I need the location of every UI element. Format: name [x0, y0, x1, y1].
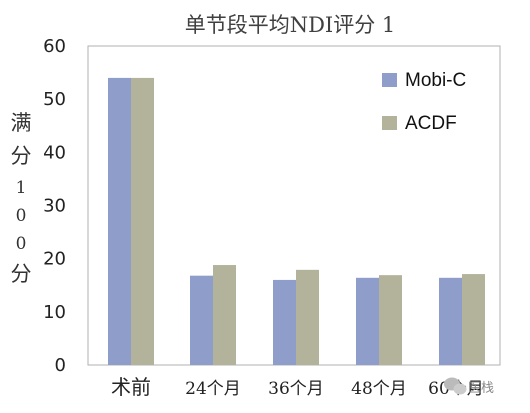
bar-mobi-c-3	[356, 277, 379, 365]
legend-swatch	[382, 73, 397, 87]
bar-mobi-c-2	[273, 279, 296, 365]
wechat-icon	[444, 377, 467, 395]
bar-mobi-c-0	[108, 77, 131, 366]
legend-label: ACDF	[405, 113, 457, 134]
bar-acdf-3	[379, 275, 402, 365]
chart-title: 单节段平均NDI评分 1	[185, 13, 396, 37]
y-axis-label-char: 0	[16, 234, 27, 254]
y-tick-label: 20	[43, 249, 66, 270]
bar-acdf-4	[462, 274, 485, 365]
bar-acdf-0	[131, 77, 154, 366]
watermark: 医栈	[444, 377, 494, 396]
y-tick-label: 40	[43, 142, 66, 163]
watermark-text: 医栈	[468, 381, 494, 396]
y-axis-label-char: 分	[11, 144, 32, 168]
y-axis-ticks: 0 10 20 30 40 50 60	[43, 36, 66, 376]
x-category-label: 48个月	[351, 379, 407, 399]
x-category-label: 术前	[111, 375, 151, 399]
y-tick-label: 50	[43, 89, 66, 110]
y-axis-label-char: 分	[11, 262, 32, 286]
bar-acdf-1	[213, 265, 236, 365]
y-axis-label-char: 1	[16, 178, 27, 198]
y-axis-label-char: 满	[11, 111, 32, 135]
y-axis-label-char: 0	[16, 206, 27, 226]
y-tick-label: 0	[55, 355, 66, 376]
y-tick-label: 30	[43, 196, 66, 217]
y-tick-label: 10	[43, 302, 66, 323]
y-tick-label: 60	[43, 36, 66, 57]
legend-swatch	[382, 116, 397, 130]
bar-mobi-c-1	[190, 275, 213, 365]
legend-label: Mobi-C	[405, 70, 466, 91]
bars	[108, 77, 485, 366]
x-category-label: 24个月	[185, 379, 241, 399]
bar-acdf-2	[296, 269, 319, 365]
x-axis-categories: 术前24个月36个月48个月60个月	[111, 375, 484, 399]
legend: Mobi-C ACDF	[382, 70, 466, 134]
bar-mobi-c-4	[439, 277, 462, 365]
x-category-label: 36个月	[268, 379, 324, 399]
